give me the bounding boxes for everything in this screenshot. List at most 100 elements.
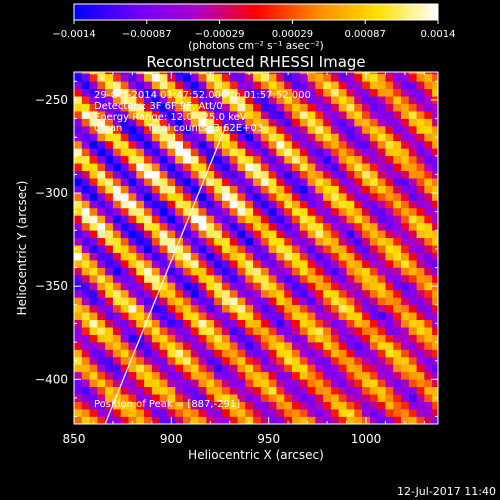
image-cell [206,185,215,194]
image-cell [214,356,223,365]
image-cell [323,364,332,373]
image-cell [268,118,277,127]
image-cell [385,72,394,75]
image-cell [323,178,332,186]
image-cell [307,312,316,320]
x-axis-label: Heliocentric X (arcsec) [188,448,324,462]
image-cell [120,267,129,276]
image-cell [385,416,394,424]
image-cell [307,327,316,335]
image-cell [299,401,308,410]
image-cell [105,327,114,335]
image-cell [315,252,324,261]
image-cell [167,237,176,246]
image-cell [167,409,176,417]
image-cell [206,379,215,388]
image-cell [229,364,238,373]
image-cell [198,416,207,424]
image-cell [183,282,192,291]
image-cell [338,207,347,216]
image-cell [416,282,425,291]
image-cell [432,416,438,424]
image-cell [432,304,438,313]
image-cell [190,319,199,328]
image-cell [159,401,168,410]
image-cell [377,185,386,194]
image-cell [167,88,176,97]
image-cell [253,230,262,239]
image-cell [268,342,277,350]
image-cell [393,334,402,343]
image-cell [97,409,106,417]
image-cell [424,73,433,82]
image-cell [354,81,363,90]
image-cell [260,416,269,424]
image-cell [105,252,114,261]
image-cell [198,200,207,209]
image-cell [214,72,223,75]
image-cell [136,349,145,358]
image-cell [393,304,402,313]
image-cell [276,148,285,157]
image-cell [206,327,215,335]
image-cell [424,319,433,328]
image-cell [97,155,106,164]
image-cell [120,275,129,283]
image-cell [424,96,433,104]
image-cell [338,342,347,350]
image-cell [330,170,340,179]
image-cell [229,409,238,417]
image-cell [151,140,160,149]
image-cell [299,88,308,97]
image-cell [276,386,285,395]
image-cell [237,260,246,268]
image-cell [159,327,168,335]
image-cell [276,364,285,373]
image-cell [424,416,433,424]
image-cell [424,222,433,231]
image-cell [198,163,207,172]
image-cell [416,200,425,209]
image-cell [323,312,332,320]
image-cell [159,356,168,365]
image-cell [214,230,223,239]
image-cell [183,371,192,380]
image-cell [245,282,254,291]
image-cell [260,342,269,350]
image-cell [81,170,90,179]
image-cell [128,416,137,424]
image-cell [276,155,285,164]
image-cell [221,364,231,373]
image-cell [260,394,269,402]
image-cell [338,148,347,157]
image-cell [354,207,363,216]
image-cell [97,401,106,410]
image-cell [175,327,184,335]
image-cell [416,275,425,283]
image-cell [401,118,410,127]
image-cell [151,267,160,276]
image-cell [159,140,168,149]
image-cell [221,282,231,291]
image-cell [151,222,160,231]
image-cell [198,88,207,97]
image-cell [81,237,90,246]
image-cell [253,133,262,142]
image-cell [393,327,402,335]
image-cell [245,126,254,134]
image-cell [315,88,324,97]
image-cell [214,237,223,246]
image-cell [323,200,332,209]
image-cell [253,163,262,172]
image-cell [315,401,324,410]
image-cell [221,334,231,343]
image-cell [229,252,238,261]
image-cell [292,304,301,313]
image-cell [385,356,394,365]
image-cell [144,401,153,410]
image-cell [214,178,223,186]
image-cell [214,148,223,157]
image-cell [377,282,386,291]
image-cell [377,297,386,306]
image-cell [183,312,192,320]
